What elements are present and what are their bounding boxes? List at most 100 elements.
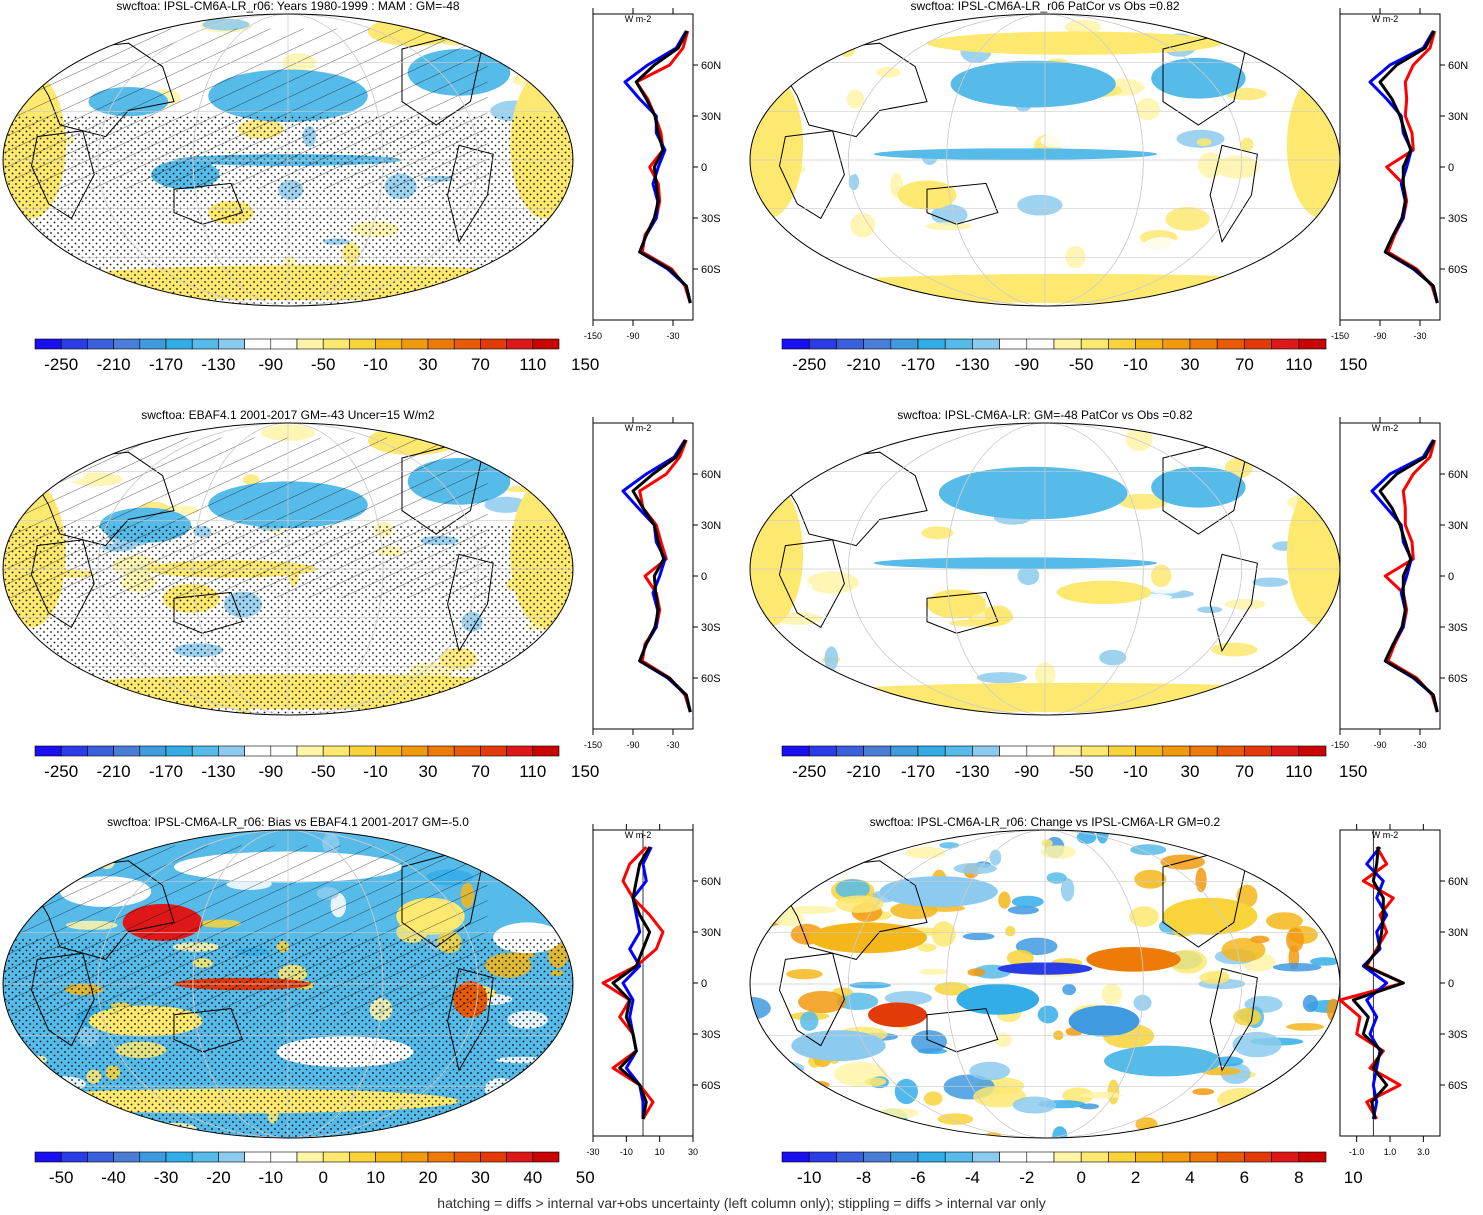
map-noise-blob xyxy=(750,1040,765,1049)
colorbar-swatch xyxy=(165,745,193,757)
map-noise-blob xyxy=(480,1102,533,1128)
continent-outline xyxy=(30,130,95,220)
colorbar-tick-label: 50 xyxy=(576,1168,595,1187)
colorbar-swatch xyxy=(453,745,481,757)
map-noise-blob xyxy=(1236,830,1289,848)
colorbar-swatch xyxy=(999,1151,1028,1163)
map-noise-blob xyxy=(15,423,33,443)
profile-x-label: -90 xyxy=(1373,740,1386,750)
colorbar-swatch xyxy=(917,745,946,757)
continent-outline xyxy=(778,952,845,1047)
map-noise-blob xyxy=(1101,983,1123,1005)
map-noise-blob xyxy=(1135,98,1161,121)
profile-lat-label: 30N xyxy=(701,520,721,532)
map-noise-blob xyxy=(909,117,947,131)
map-noise-blob xyxy=(1017,566,1040,586)
map-noise-blob xyxy=(1266,1096,1302,1122)
profile-lat-label: 0 xyxy=(701,978,707,990)
map-noise-blob xyxy=(1276,868,1290,883)
profile-lat-label: 0 xyxy=(1448,162,1454,174)
colorbar-swatch xyxy=(480,338,507,350)
profile-lat-label: 60N xyxy=(701,876,721,888)
colorbar-swatch xyxy=(375,745,403,757)
map-noise-blob xyxy=(12,253,25,260)
colorbar-swatch xyxy=(427,1151,455,1163)
profile-lat-label: 30N xyxy=(1448,520,1468,532)
map-noise-blob xyxy=(1134,869,1167,889)
colorbar-tick-label: -10 xyxy=(363,762,388,781)
panel-title: swcftoa: EBAF4.1 2001-2017 GM=-43 Uncer=… xyxy=(141,408,435,422)
profile-line-obs xyxy=(621,846,653,1119)
map-noise-blob xyxy=(1252,577,1289,587)
colorbar-swatch xyxy=(972,338,1000,350)
profile-lat-label: 60S xyxy=(701,264,721,276)
map-noise-blob xyxy=(47,1110,82,1132)
profile-lat-label: 30S xyxy=(1448,622,1468,634)
colorbar-swatch xyxy=(87,1151,114,1163)
map-noise-blob xyxy=(1236,120,1261,137)
map-noise-blob xyxy=(1046,872,1067,884)
zonal-profile: W m-2 60N 30N 0 30S 60S -150 -90 -30 xyxy=(1331,417,1468,750)
colorbar-swatch xyxy=(1298,1151,1327,1163)
map-noise-blob xyxy=(1141,237,1183,261)
profile-line-mean xyxy=(1378,439,1439,713)
map-noise-blob xyxy=(835,895,884,913)
profile-lat-label: 0 xyxy=(701,571,707,583)
continent-outline xyxy=(778,539,845,629)
continent-outline xyxy=(778,130,845,220)
meridian-line xyxy=(97,423,479,715)
map-noise-blob xyxy=(788,1076,799,1092)
colorbar-swatch xyxy=(1108,745,1136,757)
colorbar-tick-label: 2 xyxy=(1131,1168,1140,1187)
map-anomaly-blob xyxy=(750,72,804,219)
colorbar-tick-label: -130 xyxy=(201,355,235,374)
colorbar-tick-label: -250 xyxy=(44,355,78,374)
colorbar-tick-label: 20 xyxy=(419,1168,438,1187)
map-ensemble-patcor: swcftoa: IPSL-CM6A-LR: GM=-48 PatCor vs … xyxy=(749,408,1341,716)
colorbar-tick-label: -40 xyxy=(101,1168,126,1187)
map-noise-blob xyxy=(911,444,952,452)
colorbar: -250 -210 -170 -130 -90 -50 -10 30 70 110 150 xyxy=(781,338,1367,374)
map-noise-blob xyxy=(836,992,879,1011)
colorbar-swatch xyxy=(1135,338,1164,350)
profile-unit-label: W m-2 xyxy=(625,830,652,840)
map-noise-blob xyxy=(910,111,924,120)
map-noise-blob xyxy=(117,288,133,306)
map-noise-blob xyxy=(969,1061,1011,1081)
meridian-line xyxy=(192,830,384,1138)
colorbar-tick-label: 110 xyxy=(519,762,546,781)
map-noise-blob xyxy=(865,109,898,129)
colorbar-tick-label: 4 xyxy=(1185,1168,1194,1187)
map-border xyxy=(2,829,574,1139)
profile-frame xyxy=(592,422,694,730)
colorbar-tick-label: 110 xyxy=(1285,762,1312,781)
map-noise-blob xyxy=(1240,137,1254,152)
map-noise-blob xyxy=(1202,620,1230,641)
map-noise-blob xyxy=(873,99,915,113)
colorbar: -250 -210 -170 -130 -90 -50 -10 30 70 110 150 xyxy=(34,338,599,374)
colorbar-swatch xyxy=(836,1151,864,1163)
colorbar-swatch xyxy=(113,745,141,757)
panel-title: swcftoa: IPSL-CM6A-LR_r06: Years 1980-19… xyxy=(116,0,459,13)
colorbar-swatch xyxy=(34,1151,62,1163)
map-noise-blob xyxy=(1007,905,1039,915)
colorbar-swatch xyxy=(532,1151,560,1163)
colorbar-swatch xyxy=(532,338,560,350)
colorbar-swatch xyxy=(1053,1151,1082,1163)
colorbar-tick-label: -90 xyxy=(259,762,284,781)
colorbar-swatch xyxy=(165,338,193,350)
colorbar-swatch xyxy=(781,1151,810,1163)
colorbar-tick-label: 70 xyxy=(1235,355,1254,374)
profile-x-label: 30 xyxy=(688,1147,698,1157)
map-noise-blob xyxy=(1130,844,1167,856)
map-anomaly-blob xyxy=(938,466,1128,520)
map-noise-blob xyxy=(1244,423,1271,430)
map-noise-blob xyxy=(1129,906,1159,927)
map-anomaly-blob xyxy=(1163,897,1258,935)
meridian-line xyxy=(192,423,384,715)
colorbar-swatch xyxy=(244,1151,272,1163)
colorbar-tick-label: 70 xyxy=(1235,762,1254,781)
map-noise-blob xyxy=(923,1091,943,1106)
map-noise-blob xyxy=(852,697,882,715)
profile-lat-label: 60N xyxy=(1448,876,1468,888)
